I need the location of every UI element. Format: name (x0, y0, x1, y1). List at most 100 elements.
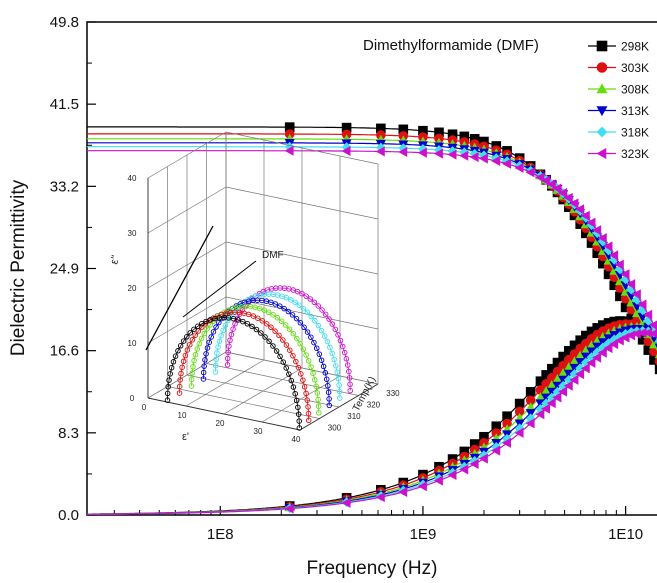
loss-point (491, 445, 501, 456)
inset-cole-cole-point (172, 353, 179, 359)
inset-cole-cole-point (288, 377, 295, 384)
loss-point (525, 387, 536, 397)
inset-cole-cole-point (202, 357, 208, 363)
series-303K (87, 129, 657, 515)
real-permittivity-point (626, 279, 636, 290)
inset-cole-cole-point (319, 307, 325, 313)
inset-cole-cole-point (191, 326, 197, 333)
real-permittivity-point (546, 179, 556, 190)
inset-x-tick-label: 20 (216, 419, 225, 428)
inset-cole-cole-point (286, 371, 292, 377)
inset-cole-cole-point (345, 362, 351, 368)
inset-cole-cole-point (300, 377, 306, 383)
inset-cole-cole-point (177, 377, 183, 383)
inset-cole-cole-point (213, 324, 219, 330)
real-permittivity-point (459, 150, 469, 161)
legend-item-313K: 313K (588, 104, 649, 118)
inset-cole-cole-point (166, 377, 172, 383)
inset-cole-cole-point (298, 371, 304, 377)
real-permittivity-line (87, 150, 657, 332)
loss-point (417, 481, 427, 492)
inset-cole-cole-point (294, 335, 300, 342)
inset-cole-cole-point (315, 403, 322, 409)
inset-cole-cole-point (195, 323, 201, 330)
inset-cole-cole-point (277, 303, 283, 309)
legend-item-298K: 298K (588, 40, 649, 54)
inset-cole-cole-point (184, 347, 191, 353)
real-permittivity-point (614, 259, 624, 270)
loss-point (648, 329, 657, 339)
inset-z-axis (299, 383, 379, 431)
inset-cole-cole-point (304, 397, 310, 403)
inset-series-303K (176, 309, 312, 424)
legend: 298K 303K 308K 313K 318K 323K (588, 40, 649, 161)
inset-cole-cole-point (168, 364, 175, 371)
inset-cole-cole-point (296, 425, 303, 431)
loss-point (514, 398, 525, 409)
inset-cole-cole-point (194, 346, 201, 352)
legend-item-323K: 323K (588, 147, 649, 161)
inset-cole-cole-point (313, 383, 319, 390)
real-permittivity-point (514, 162, 524, 173)
inset-cole-cole-point (189, 370, 195, 376)
inset-cole-cole-point (199, 320, 205, 327)
inset-cole-cole-point (297, 341, 303, 347)
loss-point (469, 458, 479, 470)
inset-cole-cole-point (296, 302, 303, 309)
inset-cole-cole-point (300, 346, 307, 352)
inset-x-tick-label: 10 (178, 411, 187, 420)
inset-cole-cole-point (225, 317, 231, 324)
inset-cole-cole-point (278, 318, 285, 324)
inset-cole-cole-point (263, 321, 270, 327)
loss-point (609, 339, 619, 350)
inset-cole-cole-point (281, 305, 287, 312)
inset-z-tick-label: 300 (328, 423, 342, 432)
inset-cole-cole-point (299, 290, 305, 297)
inset-cole-cole-point (218, 332, 224, 339)
inset-y-tick-label: 40 (128, 174, 137, 183)
inset-cole-cole-point (343, 356, 350, 362)
inset-grid-line (225, 241, 379, 275)
real-permittivity-point (563, 192, 573, 203)
inset-cole-cole-point (297, 320, 304, 326)
loss-point (569, 374, 579, 385)
inset-cole-cole-point (167, 371, 173, 377)
inset-cole-cole-point (333, 363, 339, 369)
inset-leader-line (145, 225, 214, 351)
inset-cole-cole-point (200, 376, 207, 382)
real-permittivity-point (597, 233, 607, 244)
legend-item-308K: 308K (588, 83, 649, 97)
inset-cole-cole-point (177, 343, 184, 349)
inset-cole-cole-point (311, 339, 317, 346)
inset-y-tick-label: 30 (128, 229, 137, 238)
inset-grid-line (147, 241, 227, 289)
inset-y-axis-title: ε" (108, 254, 122, 266)
inset-x-axis (147, 397, 301, 431)
loss-point (552, 392, 562, 403)
inset-y-tick-label: 10 (128, 339, 137, 348)
real-permittivity-line (87, 138, 657, 352)
inset-cole-cole-point (274, 315, 281, 321)
inset-z-tick-label: 330 (386, 389, 400, 398)
inset-cole-cole-point (255, 315, 261, 321)
inset-cole-cole-point (199, 324, 205, 330)
inset-z-tick-label: 320 (367, 400, 381, 409)
inset-x-axis-title: ε' (182, 431, 189, 443)
inset-cole-cole-point (310, 370, 316, 377)
inset-cole-cole-point (289, 312, 296, 318)
legend-label: 303K (621, 61, 649, 75)
real-permittivity-point (592, 225, 602, 236)
inset-cole-cole-point (316, 351, 323, 357)
inset-cole-cole-point (285, 308, 292, 315)
inset-cole-cole-point (232, 321, 238, 327)
inset-cole-cole-point (191, 357, 197, 364)
legend-label: 308K (621, 83, 649, 97)
inset-cole-cole-point (204, 326, 210, 332)
legend-marker (596, 40, 608, 52)
inset-grid-line (225, 131, 379, 165)
loss-point (541, 403, 551, 414)
inset-cole-cole-point (303, 352, 309, 358)
inset-cole-cole-point (334, 369, 340, 375)
inset-cole-cole-point (341, 349, 348, 356)
inset-cole-cole-point (304, 329, 311, 335)
